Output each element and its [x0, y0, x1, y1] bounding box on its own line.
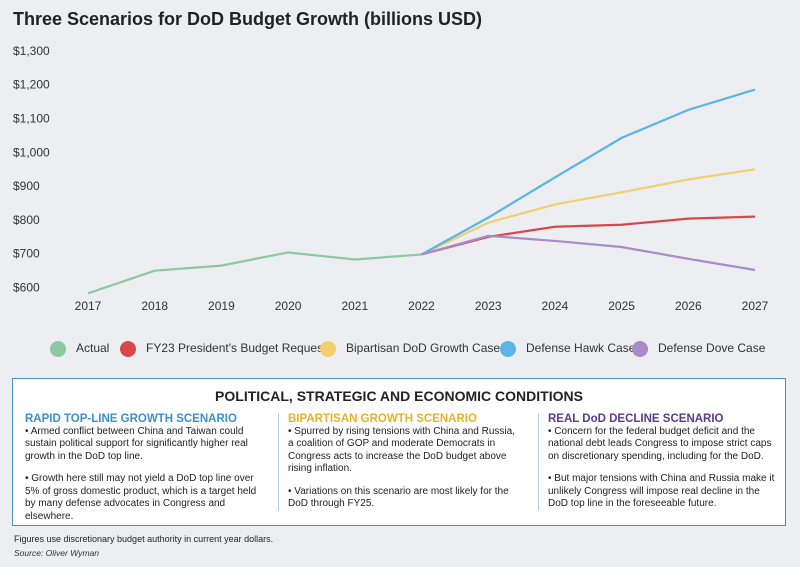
x-tick-label: 2017 [75, 299, 102, 313]
x-tick-label: 2024 [542, 299, 569, 313]
legend-swatch [632, 341, 648, 357]
legend-label: Actual [76, 341, 109, 355]
y-tick-label: $1,100 [13, 111, 50, 125]
y-tick-label: $700 [13, 247, 40, 261]
conditions-panel: POLITICAL, STRATEGIC AND ECONOMIC CONDIT… [12, 378, 786, 526]
scenario-column: RAPID TOP-LINE GROWTH SCENARIO • Armed co… [25, 413, 257, 533]
x-tick-label: 2022 [408, 299, 435, 313]
series-line [420, 88, 756, 256]
y-tick-label: $1,300 [13, 44, 50, 58]
x-tick-label: 2023 [475, 299, 502, 313]
scenario-text: • Growth here still may not yield a DoD … [25, 473, 257, 522]
scenario-heading: REAL DoD DECLINE SCENARIO [548, 413, 724, 425]
chart: Three Scenarios for DoD Budget Growth (b… [13, 9, 769, 357]
legend-label: FY23 President's Budget Request [146, 341, 327, 355]
series-line [87, 251, 422, 295]
chart-title: Three Scenarios for DoD Budget Growth (b… [13, 9, 482, 29]
x-tick-label: 2025 [608, 299, 635, 313]
x-tick-label: 2018 [141, 299, 168, 313]
divider [538, 413, 539, 511]
scenario-text: • But major tensions with China and Russ… [548, 473, 775, 509]
y-tick-label: $800 [13, 213, 40, 227]
legend-label: Defense Hawk Case [526, 341, 636, 355]
legend-swatch [320, 341, 336, 357]
footnote: Figures use discretionary budget authori… [14, 534, 274, 544]
legend-swatch [120, 341, 136, 357]
panel-title: POLITICAL, STRATEGIC AND ECONOMIC CONDIT… [215, 388, 583, 404]
x-tick-label: 2021 [341, 299, 368, 313]
scenario-column: BIPARTISAN GROWTH SCENARIO • Spurred by r… [288, 413, 520, 521]
series-line [421, 168, 756, 256]
y-tick-label: $900 [13, 179, 40, 193]
legend-swatch [50, 341, 66, 357]
legend-label: Defense Dove Case [658, 341, 766, 355]
scenario-text: • Spurred by rising tensions with China … [288, 425, 515, 475]
legend-label: Bipartisan DoD Growth Case [346, 341, 500, 355]
y-tick-label: $600 [13, 280, 40, 294]
scenario-heading: RAPID TOP-LINE GROWTH SCENARIO [25, 413, 237, 425]
scenario-text: • Concern for the federal budget deficit… [548, 425, 772, 462]
divider [278, 413, 279, 511]
source: Source: Oliver Wyman [14, 548, 100, 558]
legend-swatch [500, 341, 516, 357]
series-line [421, 234, 756, 272]
series-line [421, 215, 756, 256]
x-tick-label: 2019 [208, 299, 235, 313]
scenario-column: REAL DoD DECLINE SCENARIO • Concern for t… [548, 413, 780, 521]
scenario-text: • Armed conflict between China and Taiwa… [25, 425, 248, 462]
y-tick-label: $1,000 [13, 145, 50, 159]
y-tick-label: $1,200 [13, 78, 50, 92]
scenario-text: • Variations on this scenario are most l… [288, 485, 509, 510]
scenario-heading: BIPARTISAN GROWTH SCENARIO [288, 413, 477, 425]
x-tick-label: 2027 [742, 299, 769, 313]
x-tick-label: 2020 [275, 299, 302, 313]
x-tick-label: 2026 [675, 299, 702, 313]
